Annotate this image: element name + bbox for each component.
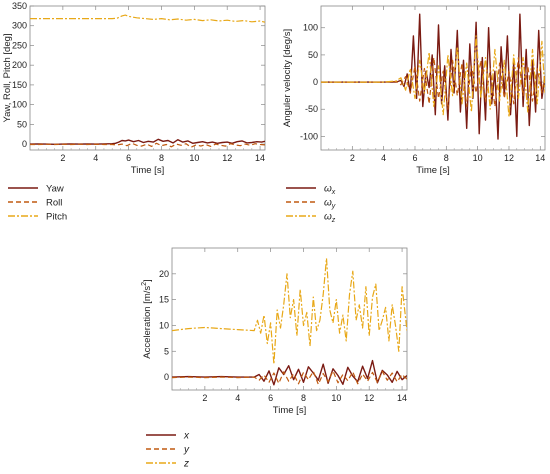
- panel2-y-tick-label: 15: [159, 295, 169, 305]
- panel0-x-tick-label: 4: [93, 153, 98, 163]
- panel-angular-velocity: 2 4 6 8 10 12 14 -100 -50 0 50 100 Time [s] Anguler v…: [282, 5, 546, 225]
- panel2-series-line-2: [172, 257, 407, 365]
- panel1-x-tick-label: 14: [535, 153, 545, 163]
- panel0-y-tick-label: 0: [22, 139, 27, 149]
- panel1-x-tick-label: 4: [381, 153, 386, 163]
- panel2-y-axis-label: Acceleration [m/s2]: [141, 279, 153, 358]
- panel0-x-axis-label: Time [s]: [131, 165, 164, 176]
- panel1-legend-label-0: ωx: [324, 184, 336, 197]
- panel1-x-tick-label: 8: [444, 153, 449, 163]
- panel2-x-tick-label: 4: [235, 393, 240, 403]
- panel1-x-tick-label: 6: [412, 153, 417, 163]
- panel1-x-tick-label: 2: [350, 153, 355, 163]
- panel0-legend-label-0: Yaw: [46, 184, 64, 195]
- panel2-x-axis-label: Time [s]: [273, 405, 306, 416]
- panel1-y-tick-label: -50: [305, 104, 318, 114]
- panel2-y-tick-label: 10: [159, 320, 169, 330]
- panel1-legend-label-1: ωy: [324, 198, 336, 211]
- panel0-y-tick-label: 300: [12, 21, 27, 31]
- panel2-x-tick-label: 2: [202, 393, 207, 403]
- panel1-y-tick-label: 0: [313, 77, 318, 87]
- panel2-legend-label-0: x: [183, 431, 190, 442]
- panel2-y-tick-label: 20: [159, 269, 169, 279]
- panel2-legend-label-2: z: [183, 459, 189, 470]
- panel0-y-tick-label: 200: [12, 60, 27, 70]
- panel0-x-tick-label: 10: [189, 153, 199, 163]
- panel0-y-axis-label: Yaw, Roll, Pitch [deg]: [2, 33, 13, 122]
- panel0-series-line-1: [30, 142, 265, 148]
- panel1-y-tick-label: 50: [308, 50, 318, 60]
- panel1-legend-label-2: ωz: [324, 212, 336, 225]
- panel1-y-axis-label: Anguler velocity [deg/s]: [282, 29, 293, 127]
- panel0-legend-label-1: Roll: [46, 198, 62, 209]
- panel1-y-tick-label: 100: [303, 23, 318, 33]
- panel0-y-tick-label: 50: [17, 119, 27, 129]
- panel0-series-line-2: [30, 14, 265, 23]
- panel2-legend-label-1: y: [183, 445, 190, 456]
- panel1-series-line-1: [321, 57, 545, 110]
- panel0-y-tick-label: 350: [12, 1, 27, 11]
- panel0-x-tick-label: 2: [60, 153, 65, 163]
- panel0-x-tick-label: 6: [126, 153, 131, 163]
- panel2-y-tick-label: 0: [164, 372, 169, 382]
- panel0-y-tick-label: 100: [12, 100, 27, 110]
- panel0-x-tick-label: 14: [255, 153, 265, 163]
- panel0-legend-label-2: Pitch: [46, 212, 67, 223]
- panel1-x-axis-label: Time [s]: [416, 165, 449, 176]
- panel0-y-tick-label: 150: [12, 80, 27, 90]
- panel2-x-tick-label: 10: [331, 393, 341, 403]
- panel-acceleration: 2 4 6 8 10 12 14 0 5 10 15 20 Time [s] Acceleration […: [141, 247, 408, 470]
- panel2-x-tick-label: 14: [397, 393, 407, 403]
- panel-orientation: 2 4 6 8 10 12 14 0 50 100 150 200 250 300 350 Time [s] Y…: [2, 1, 266, 223]
- panel2-y-tick-label: 5: [164, 346, 169, 356]
- panel1-series-line-2: [321, 35, 545, 118]
- panel2-series-line-1: [172, 370, 407, 385]
- panel0-plot-frame: [29, 5, 266, 151]
- panel0-y-tick-label: 250: [12, 40, 27, 50]
- panel2-x-tick-label: 8: [301, 393, 306, 403]
- panel1-x-tick-label: 10: [473, 153, 483, 163]
- panel2-plot-frame: [171, 247, 408, 391]
- panel0-x-tick-label: 8: [159, 153, 164, 163]
- panel0-x-tick-label: 12: [222, 153, 232, 163]
- panel2-x-tick-label: 6: [268, 393, 273, 403]
- panel1-y-tick-label: -100: [300, 131, 318, 141]
- panel1-series-line-0: [321, 13, 545, 140]
- panel2-x-tick-label: 12: [364, 393, 374, 403]
- panel1-x-tick-label: 12: [504, 153, 514, 163]
